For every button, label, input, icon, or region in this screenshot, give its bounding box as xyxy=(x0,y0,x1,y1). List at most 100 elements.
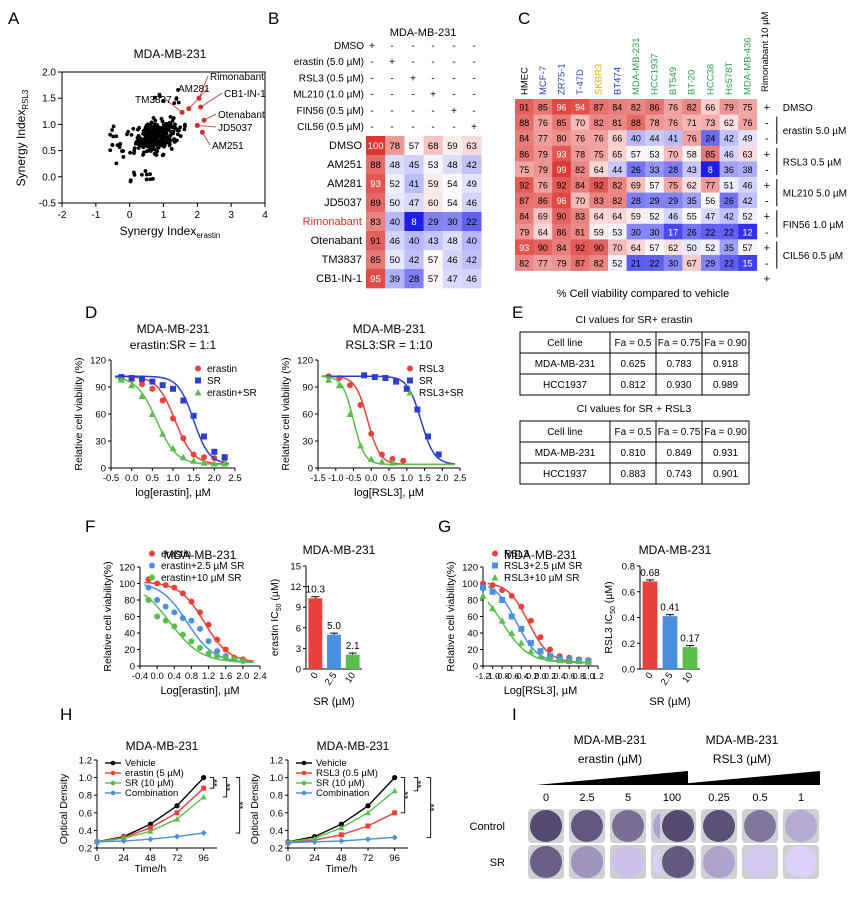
panel-a-point xyxy=(170,125,175,130)
panel-letter-i: I xyxy=(512,705,517,724)
panel-b-heat-value: 60 xyxy=(428,198,439,209)
panel-c-heat-cell xyxy=(626,161,646,178)
panel-c-heat-cell xyxy=(608,161,627,178)
data-point xyxy=(357,402,364,408)
panel-a-point xyxy=(144,177,149,182)
data-point xyxy=(527,617,534,624)
x-tick-label: -0.8 xyxy=(495,671,510,681)
y-tick-label: 0 xyxy=(130,662,135,673)
panel-b-heat-cell xyxy=(404,136,424,156)
panel-b-condition-label: DMSO xyxy=(334,41,364,52)
panel-b-heat-value: 95 xyxy=(370,274,381,285)
panel-a-point xyxy=(154,153,159,157)
panel-b-heat-value: 78 xyxy=(390,141,401,152)
panel-b-heatmap: DMSO 100 78 57 68 59 63 AM251 88 48 45 53 48 42 AM281 9… xyxy=(303,136,482,289)
panel-c-heat-cell xyxy=(645,145,665,162)
y-tick-label: 80 xyxy=(124,596,135,607)
panel-c-heat-cell xyxy=(608,255,627,271)
panel-a-annotation-label: Rimonabant xyxy=(210,72,264,83)
data-point xyxy=(371,374,378,381)
legend-label: erastin xyxy=(161,549,191,560)
panel-a-point xyxy=(167,121,172,125)
panel-b-heat-cell xyxy=(404,231,424,251)
panel-letter-d: D xyxy=(85,303,97,322)
panel-a-point xyxy=(175,132,180,137)
panel-c-heat-cell xyxy=(701,130,720,147)
panel-b-sign: - xyxy=(472,106,475,117)
panel-c-group-label: CIL56 0.5 µM xyxy=(783,251,843,262)
panel-c-heat-value: 99 xyxy=(556,165,566,175)
panel-c-heat-cell xyxy=(663,177,683,193)
panel-c-heat-cell xyxy=(682,177,702,193)
panel-c-heat-value: 63 xyxy=(742,149,752,159)
panel-title: MDA-MB-231 xyxy=(137,322,210,336)
data-point xyxy=(389,456,396,462)
panel-c-heat-cell xyxy=(626,239,646,256)
panel-b-heat-cell xyxy=(385,155,405,175)
panel-subtitle: erastin:SR = 1:1 xyxy=(130,338,217,352)
data-point xyxy=(584,658,592,665)
panel-b-heat-value: 40 xyxy=(409,236,420,247)
panel-c-heat-cell xyxy=(589,239,609,256)
panel-c-row-sign: - xyxy=(765,118,769,130)
legend-label: RSL3 xyxy=(419,364,444,375)
x-tick-label: 24 xyxy=(309,853,320,864)
panel-c-heat-cell xyxy=(552,239,572,256)
panel-c-heat-value: 76 xyxy=(668,103,678,113)
panel-b-heat-cell xyxy=(404,269,424,289)
panel-c-group-label: DMSO xyxy=(783,103,813,114)
legend-marker xyxy=(492,562,498,569)
panel-c-heat-value: 82 xyxy=(612,181,622,191)
panel-c-heat-cell xyxy=(515,239,534,256)
y-tick-label: 90 xyxy=(95,383,106,394)
panel-a-point xyxy=(139,138,144,142)
panel-b-heat-value: 53 xyxy=(428,160,439,171)
panel-b-heat-value: 100 xyxy=(368,141,384,152)
panel-c-heat-cell xyxy=(719,145,739,162)
panel-b-heat-cell xyxy=(385,250,405,270)
panel-c-heat-cell xyxy=(533,130,553,147)
data-point xyxy=(361,372,368,379)
panel-c-heat-cell xyxy=(626,130,646,147)
x-tick-label: 0.4 xyxy=(168,671,181,682)
panel-c-heat-cell xyxy=(570,145,590,162)
panel-c-heat-cell xyxy=(570,239,590,256)
data-point xyxy=(367,455,375,462)
panel-b-heat-cell xyxy=(462,250,482,270)
data-point xyxy=(190,457,198,464)
panel-a-point xyxy=(149,120,154,125)
panel-c-heat-value: 52 xyxy=(705,243,715,253)
y-tick-label: 0.6 xyxy=(270,808,283,819)
panel-b-row-label: AM251 xyxy=(327,159,362,171)
panel-g-left: MDA-MB-231 -1.2-1.0-0.8-0.6-0.4-0.20.00.2… xyxy=(445,548,604,697)
panel-a-point xyxy=(172,101,177,106)
data-point xyxy=(546,655,554,662)
panel-c-row-sign: + xyxy=(764,274,770,286)
data-point xyxy=(479,592,487,599)
data-point xyxy=(311,835,318,841)
panel-c-column-label: BT474 xyxy=(612,67,623,95)
panel-c-column-label: BT-20 xyxy=(687,70,698,95)
panel-b-heat-cell xyxy=(423,136,444,156)
data-point xyxy=(197,625,203,632)
panel-c-heat-value: 88 xyxy=(631,118,641,128)
panel-c-heat-value: 29 xyxy=(668,196,678,206)
panel-b-heat-cell xyxy=(462,155,482,175)
panel-c-heat-cell xyxy=(552,99,572,115)
panel-a-point xyxy=(154,130,158,134)
table-data-cell: 0.930 xyxy=(666,380,691,391)
x-tick-label: 2.5 xyxy=(659,670,676,687)
panel-c-column-label: MDA-MB-436 xyxy=(743,37,754,95)
panel-b-heat-value: 48 xyxy=(447,160,458,171)
panel-a-point xyxy=(159,116,164,121)
panel-b-heat-cell xyxy=(366,269,386,289)
panel-c-heat-cell xyxy=(608,114,627,131)
bar-value-label: 2.1 xyxy=(346,641,360,652)
data-point xyxy=(138,392,146,399)
panel-letter-c: C xyxy=(518,9,530,28)
panel-c-heat-cell xyxy=(570,223,590,240)
panel-c-heat-cell xyxy=(626,255,646,271)
panel-c-row-sign: - xyxy=(765,227,769,239)
panel-c-heat-value: 96 xyxy=(556,103,566,113)
data-point xyxy=(94,838,100,845)
